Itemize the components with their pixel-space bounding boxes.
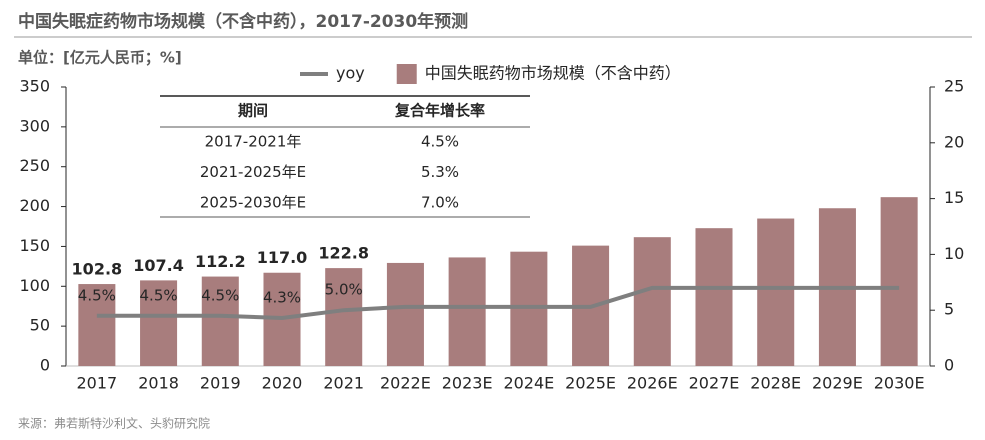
table-cell: 4.5% (421, 133, 459, 151)
y-tick-label: 300 (19, 116, 50, 135)
x-tick-label: 2029E (812, 374, 863, 393)
x-tick-label: 2027E (689, 374, 740, 393)
legend-label: 中国失眠药物市场规模（不含中药） (425, 64, 681, 83)
bar (325, 268, 363, 366)
x-tick-label: 2024E (503, 374, 554, 393)
line-value-label: 4.5% (140, 286, 178, 304)
x-tick-label: 2030E (874, 374, 925, 393)
line-value-label: 4.3% (263, 289, 301, 307)
bar (695, 228, 733, 366)
table-cell: 2017-2021年 (205, 133, 302, 151)
y-tick-label: 200 (19, 196, 50, 215)
line (96, 285, 900, 321)
bar (880, 197, 918, 366)
y2-tick-label: 0 (944, 356, 954, 375)
x-tick-label: 2025E (565, 374, 616, 393)
bar-value-label: 112.2 (195, 252, 246, 271)
y-tick-label: 0 (40, 356, 50, 375)
table-header: 复合年增长率 (394, 102, 485, 120)
bar-value-label: 102.8 (72, 260, 123, 279)
table-cell: 2021-2025年E (200, 163, 306, 181)
x-tick-label: 2017 (76, 374, 117, 393)
bar (78, 284, 116, 366)
chart-title: 中国失眠症药物市场规模（不含中药），2017-2030年预测 (18, 11, 468, 32)
y2-tick-label: 15 (944, 188, 964, 207)
table-header: 期间 (238, 102, 268, 120)
line-value-label: 5.0% (325, 281, 363, 299)
x-tick-label: 2022E (380, 374, 431, 393)
bar (140, 280, 178, 366)
legend-swatch (396, 64, 417, 84)
line-value-label: 4.5% (201, 286, 239, 304)
bar (201, 276, 239, 366)
y2-tick-label: 5 (944, 300, 954, 319)
x-tick-label: 2026E (627, 374, 678, 393)
unit-label: 单位：[亿元人民币；%] (18, 49, 182, 67)
x-tick-label: 2018 (138, 374, 179, 393)
x-tick-label: 2021 (323, 374, 364, 393)
bar-value-label: 107.4 (133, 256, 184, 275)
table-cell: 5.3% (421, 163, 459, 181)
y-tick-label: 50 (30, 316, 50, 335)
x-tick-label: 2028E (750, 374, 801, 393)
x-tick-label: 2019 (200, 374, 241, 393)
bar-value-label: 122.8 (318, 244, 369, 263)
y-tick-label: 250 (19, 156, 50, 175)
y-tick-label: 350 (19, 77, 50, 96)
bar-value-label: 117.0 (257, 248, 308, 267)
y-tick-label: 150 (19, 236, 50, 255)
bar (633, 237, 671, 366)
bar (757, 218, 795, 366)
bar (448, 257, 486, 366)
y2-tick-label: 20 (944, 132, 964, 151)
source: 来源：弗若斯特沙利文、头豹研究院 (18, 416, 210, 431)
x-tick-label: 2023E (442, 374, 493, 393)
y2-tick-label: 25 (944, 77, 964, 96)
table-cell: 7.0% (421, 194, 459, 212)
bar (386, 262, 424, 366)
y-tick-label: 100 (19, 276, 50, 295)
table-cell: 2025-2030年E (200, 194, 306, 212)
line-value-label: 4.5% (78, 286, 116, 304)
x-tick-label: 2020 (262, 374, 303, 393)
y2-tick-label: 10 (944, 244, 964, 263)
legend-label: yoy (336, 64, 365, 83)
